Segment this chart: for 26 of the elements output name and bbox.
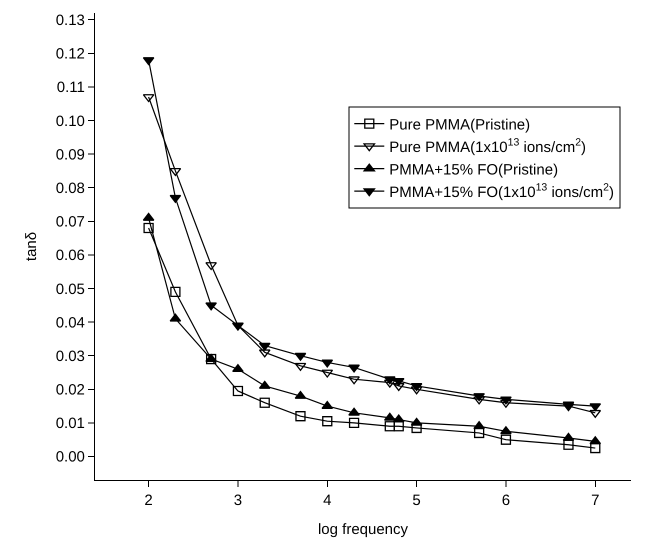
y-tick-label: 0.10 [56,112,85,130]
y-tick-label: 0.11 [56,79,85,96]
x-tick-label: 2 [144,492,153,510]
y-tick-label: 0.05 [56,280,85,298]
y-tick-label: 0.12 [56,46,85,63]
legend-label: Pure PMMA(1x10$^{13}$ ions/cm$^{2}$) [389,136,586,156]
y-tick-label: 0.08 [56,180,85,197]
y-tick-label: 0.13 [56,12,85,29]
y-tick-label: 0.03 [56,348,85,365]
x-tick-label: 6 [502,492,510,510]
legend-label: Pure PMMA(Pristine) [389,116,530,134]
y-axis-title: tanδ [22,232,40,262]
y-tick-label: 0.02 [56,382,85,399]
y-tick-label: 0.07 [56,214,85,231]
y-tick-label: 0.01 [56,415,85,432]
legend-label: PMMA+15% FO(1x10$^{13}$ ions/cm$^{2}$) [389,182,614,201]
y-tick-label: 0.00 [56,448,85,466]
x-axis-title: log frequency [318,521,409,538]
y-tick-label: 0.09 [56,146,85,164]
x-tick-label: 4 [323,492,332,510]
x-tick-label: 7 [591,492,600,510]
x-tick-label: 5 [412,492,421,510]
x-tick-label: 3 [234,492,242,510]
legend-label: PMMA+15% FO(Pristine) [389,162,558,178]
y-tick-label: 0.06 [56,247,85,264]
y-tick-label: 0.04 [56,314,85,332]
